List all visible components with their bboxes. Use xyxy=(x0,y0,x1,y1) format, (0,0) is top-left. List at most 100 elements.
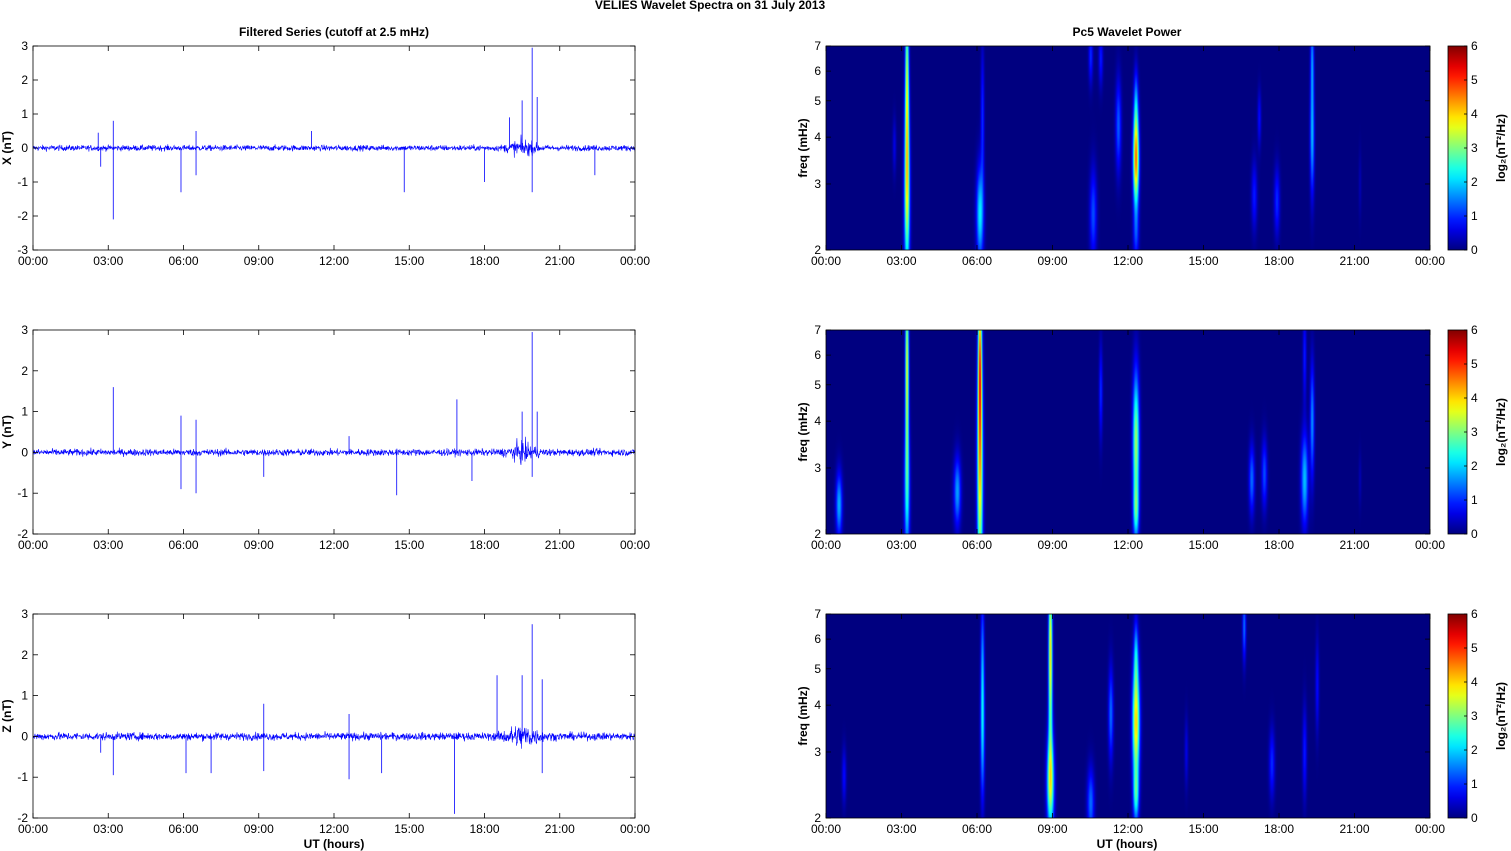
y-axis-label: X (nT) xyxy=(0,131,14,165)
y-tick-label: 3 xyxy=(21,39,28,53)
colorbar-tick-label: 0 xyxy=(1471,243,1478,257)
x-tick-label: 12:00 xyxy=(319,822,349,836)
x-tick-label: 09:00 xyxy=(244,822,274,836)
y-tick-label: 6 xyxy=(814,348,821,362)
y-tick-label: 1 xyxy=(21,405,28,419)
y-axis-label: freq (mHz) xyxy=(796,118,810,177)
x-tick-label: 00:00 xyxy=(620,822,650,836)
plot-area xyxy=(33,614,635,818)
x-tick-label: 12:00 xyxy=(1113,822,1143,836)
colorbar-tick-label: 5 xyxy=(1471,73,1478,87)
y-tick-label: 0 xyxy=(21,445,28,459)
x-tick-label: 09:00 xyxy=(1037,538,1067,552)
plot-area xyxy=(33,330,635,534)
y-tick-label: 2 xyxy=(21,648,28,662)
colorbar-tick-label: 1 xyxy=(1471,493,1478,507)
x-tick-label: 06:00 xyxy=(962,822,992,836)
x-tick-label: 21:00 xyxy=(545,254,575,268)
colorbar-tick-label: 0 xyxy=(1471,811,1478,825)
x-tick-label: 18:00 xyxy=(1264,254,1294,268)
colorbar-tick-label: 4 xyxy=(1471,107,1478,121)
colorbar-tick-label: 6 xyxy=(1471,607,1478,621)
colorbar-label: log₂(nT²/Hz) xyxy=(1494,114,1508,182)
wavelet-power-heatmap xyxy=(826,46,1430,250)
y-tick-label: 2 xyxy=(814,243,821,257)
x-tick-label: 18:00 xyxy=(469,538,499,552)
x-tick-label: 03:00 xyxy=(93,538,123,552)
y-tick-label: 6 xyxy=(814,64,821,78)
x-tick-label: 03:00 xyxy=(93,822,123,836)
y-axis-label: freq (mHz) xyxy=(796,686,810,745)
x-tick-label: 00:00 xyxy=(1415,254,1445,268)
y-tick-label: 2 xyxy=(21,73,28,87)
colorbar-tick-label: 4 xyxy=(1471,675,1478,689)
x-tick-label: 21:00 xyxy=(1339,822,1369,836)
x-tick-label: 03:00 xyxy=(886,254,916,268)
x-tick-label: 00:00 xyxy=(811,822,841,836)
y-tick-label: 6 xyxy=(814,632,821,646)
y-tick-label: -1 xyxy=(17,486,28,500)
left-column-title: Filtered Series (cutoff at 2.5 mHz) xyxy=(239,25,429,39)
y-tick-label: 0 xyxy=(21,729,28,743)
colorbar-tick-label: 1 xyxy=(1471,777,1478,791)
y-tick-label: -1 xyxy=(17,770,28,784)
x-tick-label: 03:00 xyxy=(93,254,123,268)
x-tick-label: 21:00 xyxy=(1339,538,1369,552)
timeseries-panel-3: -2 -1 0 1 2 3 00:00 03:00 06:00 09:00 12:00 15:00 18… xyxy=(0,607,650,836)
y-tick-label: 5 xyxy=(814,378,821,392)
colorbar-tick-label: 0 xyxy=(1471,527,1478,541)
x-tick-label: 12:00 xyxy=(1113,538,1143,552)
x-tick-label: 15:00 xyxy=(1188,822,1218,836)
y-tick-label: 3 xyxy=(814,745,821,759)
y-tick-label: -2 xyxy=(17,209,28,223)
y-tick-label: 0 xyxy=(21,141,28,155)
wavelet-panel-1: 2 3 4 5 6 7 00:00 03:00 06:00 09:00 12:00 15:00 18:0… xyxy=(796,39,1508,268)
y-tick-label: 2 xyxy=(814,527,821,541)
x-tick-label: 09:00 xyxy=(244,254,274,268)
wavelet-panel-2: 2 3 4 5 6 7 00:00 03:00 06:00 09:00 12:00 15:00 18:0… xyxy=(796,323,1508,552)
y-tick-label: 7 xyxy=(814,39,821,53)
x-tick-label: 06:00 xyxy=(962,254,992,268)
x-tick-label: 06:00 xyxy=(168,254,198,268)
x-tick-label: 12:00 xyxy=(319,254,349,268)
x-tick-label: 21:00 xyxy=(1339,254,1369,268)
x-tick-label: 15:00 xyxy=(1188,538,1218,552)
y-tick-label: 3 xyxy=(21,607,28,621)
colorbar-tick-label: 3 xyxy=(1471,141,1478,155)
x-tick-label: 06:00 xyxy=(168,822,198,836)
colorbar-label: log₂(nT²/Hz) xyxy=(1494,398,1508,466)
y-tick-label: 3 xyxy=(814,177,821,191)
left-x-axis-label: UT (hours) xyxy=(304,837,365,851)
x-tick-label: 21:00 xyxy=(545,822,575,836)
figure-title: VELIES Wavelet Spectra on 31 July 2013 xyxy=(595,0,826,12)
x-tick-label: 12:00 xyxy=(1113,254,1143,268)
y-tick-label: -3 xyxy=(17,243,28,257)
x-tick-label: 18:00 xyxy=(1264,538,1294,552)
wavelet-panel-3: 2 3 4 5 6 7 00:00 03:00 06:00 09:00 12:00 15:00 18:0… xyxy=(796,607,1508,836)
x-tick-label: 12:00 xyxy=(319,538,349,552)
x-tick-label: 03:00 xyxy=(886,822,916,836)
signal-trace xyxy=(33,436,635,465)
x-tick-label: 00:00 xyxy=(18,254,48,268)
y-tick-label: 1 xyxy=(21,107,28,121)
x-tick-label: 00:00 xyxy=(620,538,650,552)
y-tick-label: 5 xyxy=(814,662,821,676)
y-tick-label: 4 xyxy=(814,414,821,428)
x-tick-label: 00:00 xyxy=(811,538,841,552)
signal-trace xyxy=(33,726,635,749)
colorbar-label: log₂(nT²/Hz) xyxy=(1494,682,1508,750)
y-tick-label: -2 xyxy=(17,527,28,541)
x-tick-label: 15:00 xyxy=(394,822,424,836)
colorbar-tick-label: 3 xyxy=(1471,425,1478,439)
x-tick-label: 09:00 xyxy=(1037,822,1067,836)
colorbar-tick-label: 6 xyxy=(1471,39,1478,53)
colorbar-tick-label: 6 xyxy=(1471,323,1478,337)
x-tick-label: 00:00 xyxy=(18,538,48,552)
y-tick-label: 5 xyxy=(814,94,821,108)
colorbar-tick-label: 2 xyxy=(1471,743,1478,757)
y-axis-label: Z (nT) xyxy=(0,699,14,732)
colorbar-tick-label: 1 xyxy=(1471,209,1478,223)
colorbar-tick-label: 5 xyxy=(1471,641,1478,655)
y-tick-label: 2 xyxy=(814,811,821,825)
